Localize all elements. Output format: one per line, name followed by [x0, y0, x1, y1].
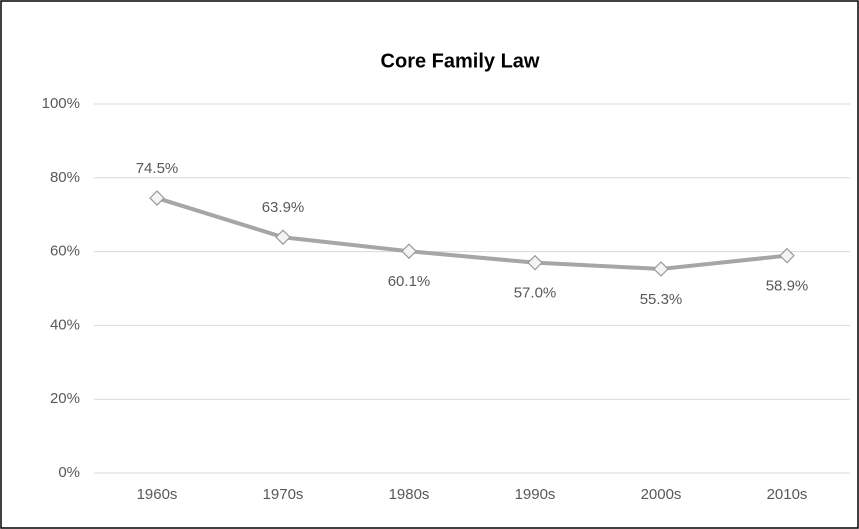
x-tick-label: 1970s	[263, 486, 304, 503]
x-tick-label: 1990s	[515, 486, 556, 503]
x-tick-label: 2010s	[767, 486, 808, 503]
x-tick-label: 1980s	[389, 486, 430, 503]
marker	[779, 247, 795, 264]
y-tick-label: 100%	[42, 95, 80, 112]
marker	[401, 243, 417, 260]
data-label: 63.9%	[262, 199, 305, 216]
y-tick-label: 80%	[50, 169, 80, 186]
x-tick-label: 2000s	[641, 486, 682, 503]
chart-title: Core Family Law	[381, 50, 540, 72]
line	[156, 196, 788, 271]
data-label: 74.5%	[136, 160, 179, 177]
data-label: 58.9%	[766, 278, 809, 295]
marker	[653, 261, 669, 277]
marker	[527, 254, 543, 271]
marker	[149, 190, 165, 206]
data-label: 57.0%	[514, 285, 557, 302]
y-tick-label: 20%	[50, 390, 80, 407]
marker	[275, 229, 291, 246]
data-label: 60.1%	[388, 273, 431, 290]
y-tick-label: 0%	[58, 464, 80, 481]
y-tick-label: 40%	[50, 316, 80, 333]
data-label: 55.3%	[640, 291, 683, 308]
y-tick-label: 60%	[50, 243, 80, 260]
x-tick-label: 1960s	[137, 486, 178, 503]
